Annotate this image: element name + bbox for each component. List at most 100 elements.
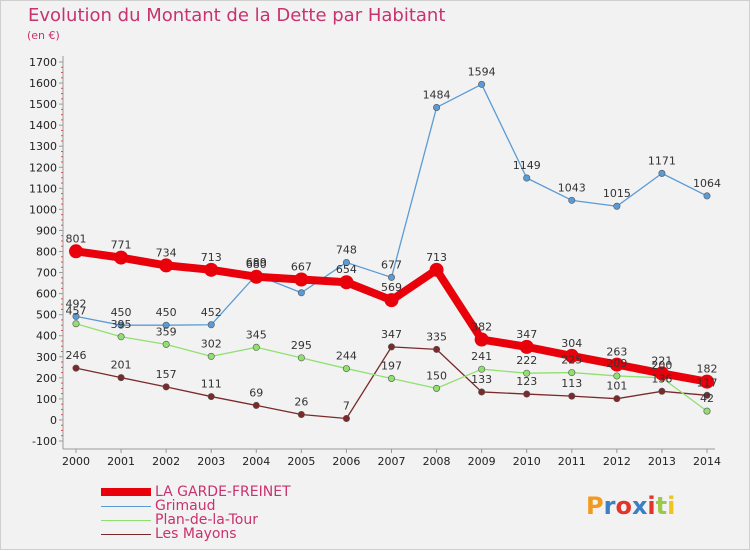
data-point (658, 387, 666, 395)
proxiti-logo: Proxiti (586, 492, 676, 520)
data-point (523, 174, 531, 182)
data-label: 748 (336, 243, 357, 256)
y-tick-label: 1400 (29, 119, 57, 132)
data-point (342, 414, 350, 422)
x-tick-label: 2008 (423, 455, 451, 468)
y-tick-label: 0 (50, 414, 57, 427)
data-label: 1015 (603, 187, 631, 200)
data-label: 244 (336, 350, 357, 363)
y-tick-label: 700 (36, 267, 57, 280)
data-label: 569 (381, 281, 402, 294)
data-label: 395 (111, 318, 132, 331)
x-tick-label: 2003 (197, 455, 225, 468)
y-tick-label: 1300 (29, 140, 57, 153)
data-point (387, 273, 395, 281)
data-label: 1043 (558, 181, 586, 194)
data-point (474, 332, 489, 347)
data-label: 201 (111, 359, 132, 372)
data-label: 209 (606, 357, 627, 370)
data-label: 113 (561, 377, 582, 390)
legend-swatch (101, 534, 151, 535)
x-tick-label: 2010 (513, 455, 541, 468)
data-label: 222 (516, 354, 537, 367)
data-point (703, 407, 711, 415)
data-label: 680 (246, 258, 267, 271)
data-point (207, 321, 215, 329)
data-point (700, 374, 714, 389)
data-point (207, 352, 215, 360)
legend-label: LA GARDE-FREINET (155, 484, 291, 500)
data-label: 1484 (423, 88, 451, 101)
data-label: 225 (561, 354, 582, 367)
data-point (703, 192, 711, 200)
y-tick-label: 800 (36, 246, 57, 259)
y-tick-label: 1700 (29, 56, 57, 69)
data-label: 713 (426, 251, 447, 264)
data-point (433, 103, 441, 111)
data-label: 123 (516, 375, 537, 388)
data-point (342, 258, 350, 266)
data-label: 689 (246, 256, 267, 269)
y-tick-label: 300 (36, 351, 57, 364)
x-tick-label: 2012 (603, 455, 631, 468)
data-label: 771 (111, 239, 132, 252)
data-label: 200 (651, 359, 672, 372)
data-point (162, 383, 170, 391)
data-label: 347 (381, 328, 402, 341)
data-point (72, 312, 80, 320)
data-label: 101 (606, 380, 627, 393)
data-label: 302 (201, 337, 222, 350)
data-point (159, 258, 174, 273)
data-point (519, 339, 534, 354)
y-tick-label: 1100 (29, 182, 57, 195)
data-label: 1064 (693, 177, 721, 190)
data-label: 1171 (648, 154, 676, 167)
x-tick-label: 2007 (378, 455, 406, 468)
data-label: 263 (606, 346, 627, 359)
data-label: 457 (66, 305, 87, 318)
x-tick-label: 2013 (648, 455, 676, 468)
data-point (478, 388, 486, 396)
data-point (342, 365, 350, 373)
data-point (339, 275, 354, 290)
data-label: 677 (381, 258, 402, 271)
data-point (117, 321, 125, 329)
x-tick-label: 2009 (468, 455, 496, 468)
y-tick-label: 1600 (29, 77, 57, 90)
y-tick-label: 900 (36, 224, 57, 237)
data-point (297, 289, 305, 297)
data-point (658, 169, 666, 177)
data-label: 654 (336, 263, 357, 276)
legend-label: Les Mayons (155, 526, 237, 542)
data-point (564, 348, 579, 363)
data-label: 452 (201, 306, 222, 319)
data-point (294, 272, 309, 287)
y-tick-label: 500 (36, 309, 57, 322)
data-label: 667 (291, 261, 312, 274)
y-tick-label: 100 (36, 393, 57, 406)
legend-swatch (101, 488, 151, 496)
data-point (117, 333, 125, 341)
data-point (384, 293, 399, 308)
chart-title: Evolution du Montant de la Dette par Hab… (28, 5, 446, 26)
data-point (433, 384, 441, 392)
data-point (523, 390, 531, 398)
x-tick-label: 2001 (107, 455, 135, 468)
data-label: 295 (291, 339, 312, 352)
data-point (249, 269, 264, 284)
data-label: 450 (156, 306, 177, 319)
x-tick-label: 2004 (242, 455, 270, 468)
data-label: 801 (66, 232, 87, 245)
data-point (117, 374, 125, 382)
data-label: 111 (201, 378, 222, 391)
legend-label: Grimaud (155, 498, 216, 514)
data-label: 150 (426, 369, 447, 382)
y-tick-label: 1000 (29, 203, 57, 216)
data-point (162, 321, 170, 329)
data-point (252, 401, 260, 409)
data-label: 304 (561, 337, 582, 350)
y-tick-label: 1500 (29, 98, 57, 111)
data-point (568, 196, 576, 204)
data-label: 345 (246, 328, 267, 341)
